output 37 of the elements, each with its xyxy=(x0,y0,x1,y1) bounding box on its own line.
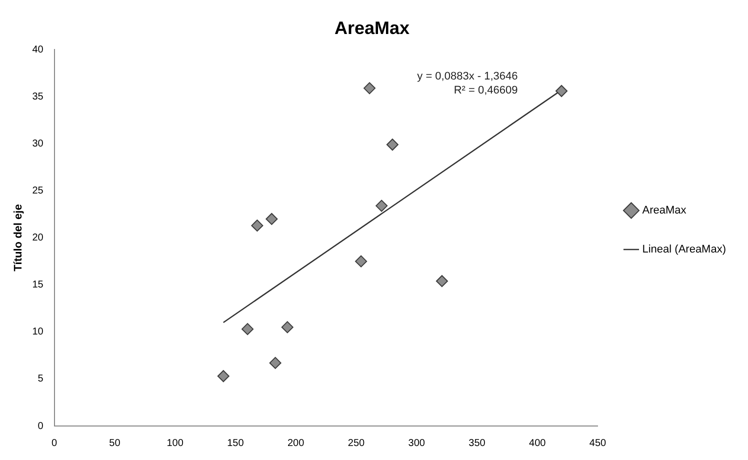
x-tick-label: 150 xyxy=(227,438,244,449)
legend-label: Lineal (AreaMax) xyxy=(642,244,726,256)
x-tick-label: 0 xyxy=(52,438,58,449)
chart-title: AreaMax xyxy=(334,18,410,38)
y-axis-title: Título del eje xyxy=(12,204,25,272)
point xyxy=(217,370,230,382)
x-tick-label: 250 xyxy=(348,438,365,449)
x-tick-label: 450 xyxy=(589,438,607,449)
x-tick-label: 300 xyxy=(408,438,426,449)
point xyxy=(281,321,294,334)
y-tick-label: 30 xyxy=(32,138,44,150)
point xyxy=(364,82,376,94)
point xyxy=(355,255,368,268)
x-tick-label: 400 xyxy=(529,438,546,449)
x-tick-label: 100 xyxy=(166,438,184,449)
point xyxy=(266,212,278,225)
point xyxy=(242,323,254,336)
y-tick-label: 25 xyxy=(32,186,44,196)
point xyxy=(436,275,448,288)
y-tick-label: 15 xyxy=(32,280,44,291)
legend-label: AreaMax xyxy=(642,204,687,217)
y-tick-label: 40 xyxy=(32,44,44,56)
x-tick-label: 350 xyxy=(468,438,486,449)
y-tick-label: 10 xyxy=(32,326,44,338)
x-tick-label: 50 xyxy=(109,438,121,449)
y-tick-label: 35 xyxy=(32,91,44,102)
x-tick-label: 200 xyxy=(288,438,305,449)
annotation: R² = 0,46609 xyxy=(454,84,518,97)
point xyxy=(251,220,264,232)
y-tick-label: 20 xyxy=(32,232,44,244)
point xyxy=(269,356,282,369)
y-tick-label: 0 xyxy=(38,420,44,432)
point xyxy=(386,138,398,151)
annotation: y = 0,0883x - 1,3646 xyxy=(417,70,518,83)
point xyxy=(376,200,388,212)
y-tick-label: 5 xyxy=(38,374,44,385)
point xyxy=(556,85,568,98)
